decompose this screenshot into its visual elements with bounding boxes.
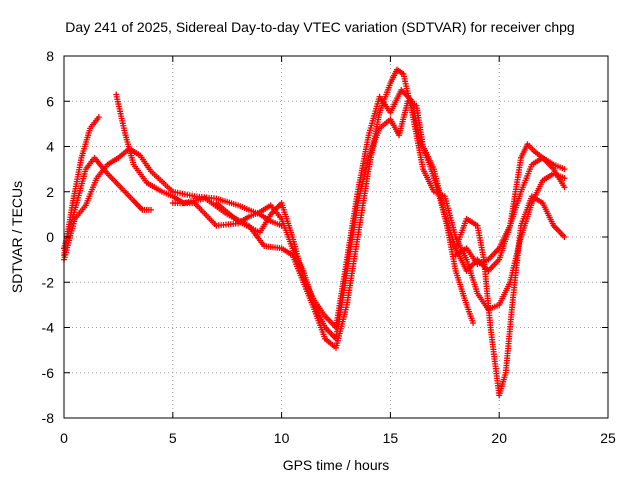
- x-tick-label: 5: [169, 430, 177, 446]
- data-point: [561, 166, 568, 173]
- y-tick-label: -2: [42, 274, 55, 290]
- chart-title: Day 241 of 2025, Sidereal Day-to-day VTE…: [65, 19, 574, 35]
- y-tick-label: 8: [46, 48, 54, 64]
- y-tick-label: 0: [46, 229, 54, 245]
- series-track-3: [61, 145, 285, 263]
- data-point: [148, 206, 155, 213]
- x-tick-label: 20: [491, 430, 507, 446]
- series-track-8: [452, 141, 568, 268]
- data-point: [561, 234, 568, 240]
- x-tick-label: 10: [274, 430, 290, 446]
- data-point: [470, 319, 477, 326]
- y-axis-title: SDTVAR / TECUs: [9, 181, 25, 293]
- x-tick-label: 25: [600, 430, 616, 446]
- y-tick-label: -6: [42, 365, 55, 381]
- data-points: [61, 66, 568, 399]
- grid-lines: [64, 56, 608, 418]
- y-tick-label: 6: [46, 93, 54, 109]
- y-tick-label: -8: [42, 410, 55, 426]
- tick-labels: 0 5 10 15 20 25 -8 -6 -4 -2 0 2 4 6 8: [42, 48, 616, 446]
- series-track-6: [213, 86, 477, 331]
- x-axis-title: GPS time / hours: [283, 457, 390, 473]
- data-point: [95, 114, 102, 121]
- axis-ticks: [63, 55, 609, 419]
- data-point: [561, 184, 568, 191]
- data-point: [561, 175, 568, 182]
- y-tick-label: -4: [42, 320, 55, 336]
- y-tick-label: 4: [46, 139, 54, 155]
- x-tick-label: 0: [60, 430, 68, 446]
- y-tick-label: 2: [46, 184, 54, 200]
- x-tick-label: 15: [383, 430, 399, 446]
